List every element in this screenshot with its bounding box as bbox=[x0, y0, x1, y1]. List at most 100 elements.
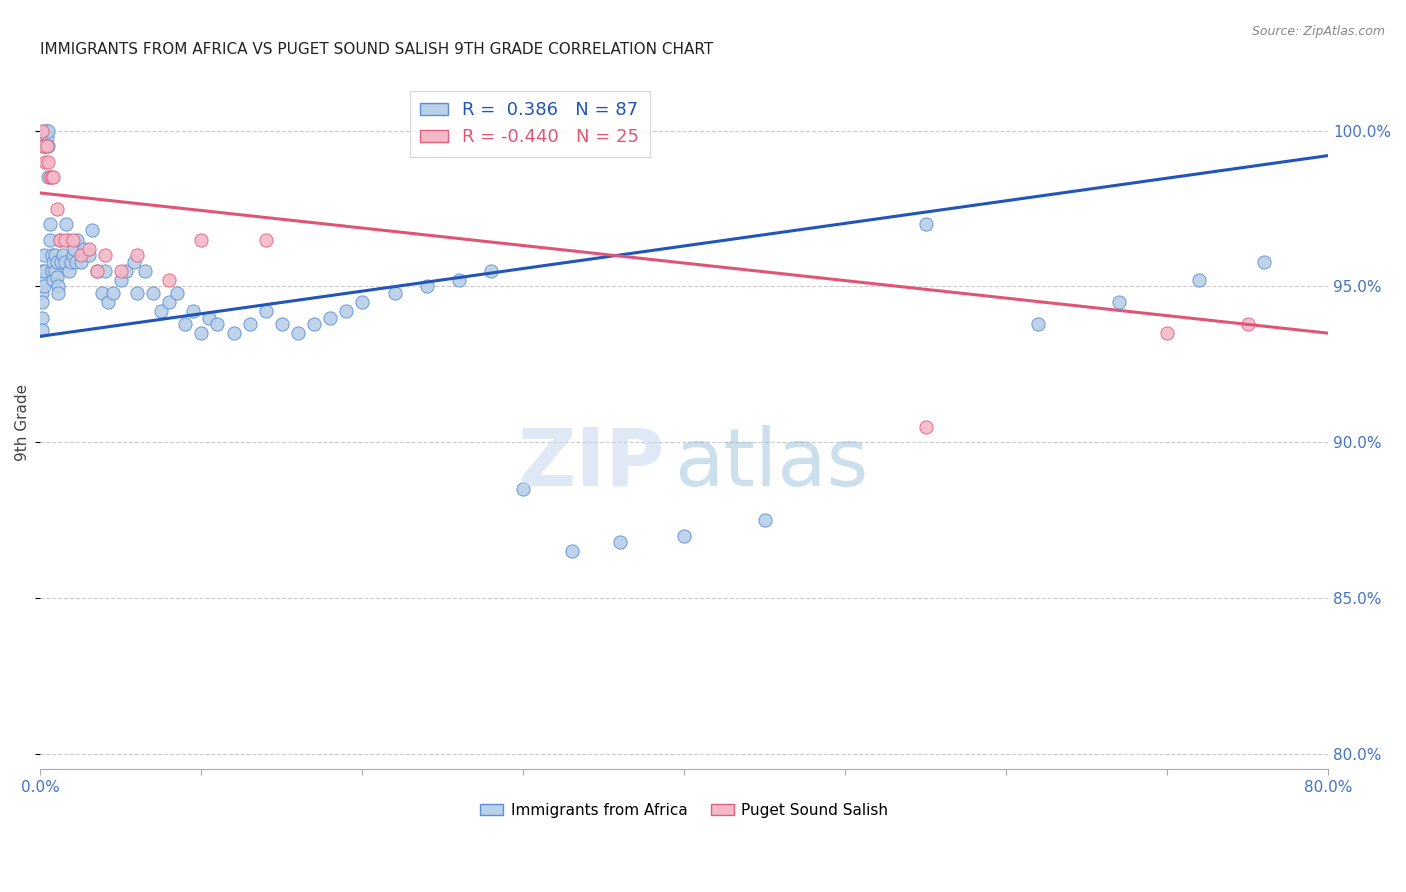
Point bbox=[287, 326, 309, 341]
Point bbox=[59, 254, 82, 268]
Point bbox=[335, 304, 357, 318]
Point bbox=[31, 285, 53, 300]
Point bbox=[352, 295, 374, 310]
Point bbox=[190, 326, 212, 341]
Point bbox=[31, 264, 53, 278]
Point bbox=[77, 242, 100, 256]
Point bbox=[37, 139, 59, 153]
Point bbox=[754, 513, 776, 527]
Point bbox=[31, 123, 53, 137]
Point bbox=[673, 529, 696, 543]
Point bbox=[41, 248, 63, 262]
Point bbox=[65, 254, 87, 268]
Point bbox=[416, 279, 439, 293]
Point bbox=[46, 279, 69, 293]
Point bbox=[86, 264, 108, 278]
Point bbox=[447, 273, 470, 287]
Point bbox=[319, 310, 342, 325]
Point bbox=[142, 285, 165, 300]
Point bbox=[157, 273, 180, 287]
Point bbox=[1253, 254, 1275, 268]
Point bbox=[45, 270, 67, 285]
Point bbox=[31, 273, 53, 287]
Point bbox=[512, 482, 534, 496]
Point bbox=[52, 248, 75, 262]
Point bbox=[32, 248, 55, 262]
Point bbox=[302, 317, 325, 331]
Point bbox=[90, 285, 112, 300]
Point bbox=[1236, 317, 1258, 331]
Point bbox=[73, 242, 96, 256]
Point bbox=[190, 233, 212, 247]
Point bbox=[69, 254, 91, 268]
Point bbox=[55, 217, 77, 231]
Point bbox=[174, 317, 197, 331]
Point bbox=[80, 223, 103, 237]
Point bbox=[53, 233, 76, 247]
Point bbox=[34, 139, 56, 153]
Point bbox=[66, 233, 89, 247]
Point bbox=[32, 264, 55, 278]
Text: Source: ZipAtlas.com: Source: ZipAtlas.com bbox=[1251, 25, 1385, 38]
Point bbox=[77, 248, 100, 262]
Point bbox=[134, 264, 156, 278]
Point bbox=[56, 233, 79, 247]
Point bbox=[1108, 295, 1130, 310]
Point bbox=[166, 285, 188, 300]
Point bbox=[45, 254, 67, 268]
Point bbox=[914, 419, 936, 434]
Y-axis label: 9th Grade: 9th Grade bbox=[15, 384, 30, 460]
Point bbox=[44, 264, 66, 278]
Point bbox=[94, 248, 117, 262]
Point bbox=[34, 154, 56, 169]
Point bbox=[37, 170, 59, 185]
Point bbox=[42, 170, 65, 185]
Point bbox=[86, 264, 108, 278]
Point bbox=[41, 170, 63, 185]
Point bbox=[31, 310, 53, 325]
Point bbox=[1156, 326, 1178, 341]
Point bbox=[110, 273, 132, 287]
Point bbox=[1188, 273, 1211, 287]
Point bbox=[32, 279, 55, 293]
Point bbox=[39, 217, 62, 231]
Point bbox=[34, 123, 56, 137]
Point bbox=[101, 285, 124, 300]
Text: ZIP: ZIP bbox=[517, 425, 665, 502]
Point bbox=[561, 544, 583, 558]
Point bbox=[35, 139, 58, 153]
Point bbox=[157, 295, 180, 310]
Point bbox=[31, 323, 53, 337]
Point bbox=[31, 139, 53, 153]
Point bbox=[37, 123, 59, 137]
Point bbox=[63, 242, 86, 256]
Point bbox=[222, 326, 245, 341]
Text: atlas: atlas bbox=[673, 425, 869, 502]
Point bbox=[48, 233, 70, 247]
Point bbox=[97, 295, 120, 310]
Point bbox=[35, 139, 58, 153]
Point bbox=[51, 254, 73, 268]
Point bbox=[94, 264, 117, 278]
Point bbox=[479, 264, 502, 278]
Point bbox=[41, 264, 63, 278]
Point bbox=[42, 273, 65, 287]
Point bbox=[58, 264, 80, 278]
Point bbox=[239, 317, 262, 331]
Point bbox=[37, 154, 59, 169]
Point bbox=[62, 248, 84, 262]
Point bbox=[35, 129, 58, 144]
Point bbox=[44, 248, 66, 262]
Point bbox=[62, 233, 84, 247]
Point bbox=[609, 534, 631, 549]
Point bbox=[384, 285, 406, 300]
Point bbox=[69, 248, 91, 262]
Point bbox=[183, 304, 205, 318]
Point bbox=[254, 233, 277, 247]
Point bbox=[32, 139, 55, 153]
Point bbox=[207, 317, 229, 331]
Point bbox=[198, 310, 221, 325]
Point bbox=[45, 202, 67, 216]
Point bbox=[110, 264, 132, 278]
Point bbox=[150, 304, 173, 318]
